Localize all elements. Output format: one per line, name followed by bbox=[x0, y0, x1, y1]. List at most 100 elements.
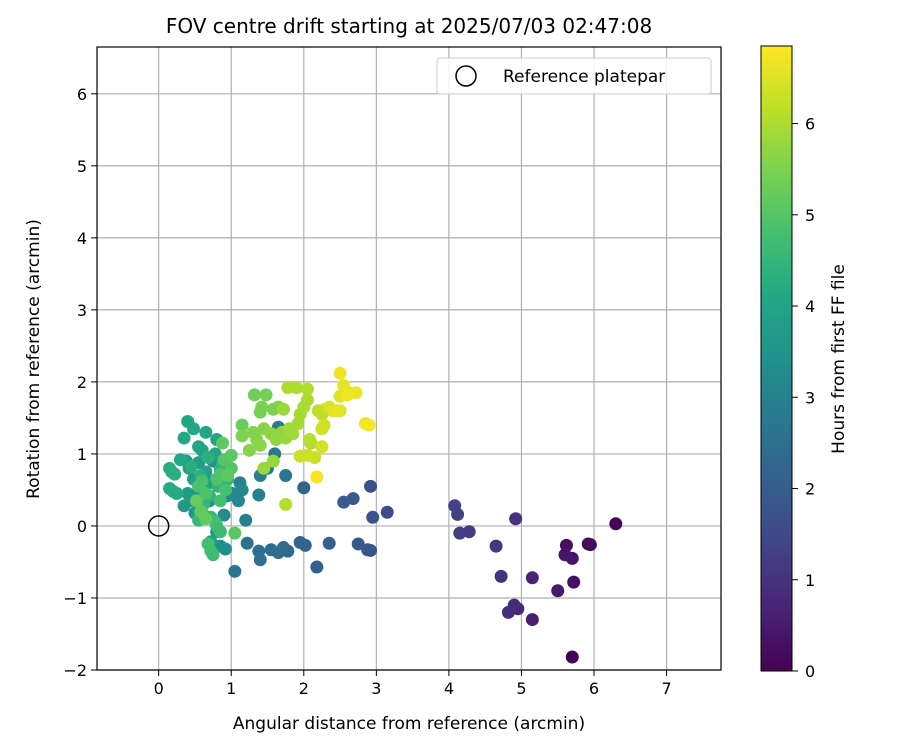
legend-box bbox=[436, 57, 712, 95]
data-point bbox=[201, 451, 215, 465]
data-point bbox=[286, 427, 300, 441]
data-point bbox=[217, 508, 231, 522]
data-point bbox=[177, 431, 191, 445]
x-tick-label: 3 bbox=[371, 679, 381, 698]
y-tick-label: −1 bbox=[63, 589, 87, 608]
x-axis-label: Angular distance from reference (arcmin) bbox=[233, 714, 585, 734]
y-axis-ticks: −2 −1 0 1 2 3 4 5 6 bbox=[63, 85, 97, 680]
data-point bbox=[509, 512, 523, 526]
data-point bbox=[315, 440, 329, 454]
chart-title: FOV centre drift starting at 2025/07/03 … bbox=[166, 14, 652, 38]
data-point bbox=[380, 505, 394, 519]
y-tick-label: 3 bbox=[77, 301, 87, 320]
colorbar-ticks: 0 1 2 3 4 5 6 bbox=[792, 115, 815, 681]
data-point bbox=[565, 650, 579, 664]
data-point bbox=[201, 537, 215, 551]
y-tick-label: 6 bbox=[77, 85, 87, 104]
data-point bbox=[300, 393, 314, 407]
colorbar-tick-label: 5 bbox=[805, 206, 815, 225]
data-point bbox=[279, 497, 293, 511]
data-point bbox=[228, 564, 242, 578]
data-point bbox=[257, 461, 271, 475]
data-point bbox=[322, 536, 336, 550]
data-point bbox=[351, 537, 365, 551]
legend: Reference platepar bbox=[436, 57, 712, 95]
data-point bbox=[168, 467, 182, 481]
data-point bbox=[551, 584, 565, 598]
colorbar-tick-label: 3 bbox=[805, 388, 815, 407]
y-tick-label: 0 bbox=[77, 517, 87, 536]
y-tick-label: 1 bbox=[77, 445, 87, 464]
x-tick-label: 5 bbox=[516, 679, 526, 698]
data-point bbox=[264, 543, 278, 557]
colorbar-tick-label: 0 bbox=[805, 662, 815, 681]
data-point bbox=[235, 429, 249, 443]
x-tick-label: 6 bbox=[589, 679, 599, 698]
data-point bbox=[181, 487, 195, 501]
data-point bbox=[333, 366, 347, 380]
data-point bbox=[213, 494, 227, 508]
data-point bbox=[247, 388, 261, 402]
data-point bbox=[362, 418, 376, 432]
reference-point bbox=[147, 515, 170, 537]
data-point bbox=[184, 460, 198, 474]
data-point bbox=[317, 418, 331, 432]
legend-marker bbox=[455, 65, 477, 87]
data-point bbox=[235, 483, 249, 497]
y-tick-label: −2 bbox=[63, 661, 87, 680]
data-point bbox=[558, 548, 572, 562]
data-point bbox=[253, 553, 267, 567]
data-point bbox=[235, 418, 249, 432]
colorbar-label: Hours from first FF file bbox=[829, 264, 849, 454]
data-point bbox=[567, 575, 581, 589]
data-point bbox=[290, 381, 304, 395]
data-point bbox=[329, 404, 343, 418]
y-axis-label: Rotation from reference (arcmin) bbox=[24, 219, 44, 499]
data-point bbox=[448, 499, 462, 513]
data-point bbox=[583, 538, 597, 552]
data-point bbox=[300, 448, 314, 462]
data-point bbox=[216, 436, 230, 450]
data-point bbox=[366, 510, 380, 524]
data-point bbox=[173, 453, 187, 467]
data-point bbox=[221, 469, 235, 483]
data-point bbox=[199, 487, 213, 501]
data-point bbox=[199, 512, 213, 526]
y-tick-label: 4 bbox=[77, 229, 87, 248]
x-tick-label: 7 bbox=[661, 679, 671, 698]
x-tick-label: 1 bbox=[226, 679, 236, 698]
colorbar-tick-label: 6 bbox=[805, 115, 815, 134]
x-tick-label: 2 bbox=[299, 679, 309, 698]
colorbar-tick-label: 4 bbox=[805, 297, 815, 316]
x-tick-label: 0 bbox=[154, 679, 164, 698]
data-point bbox=[453, 526, 467, 540]
reference-platepar-marker bbox=[147, 515, 170, 537]
x-axis-ticks: 0 1 2 3 4 5 6 7 bbox=[154, 670, 672, 698]
data-point bbox=[181, 415, 195, 429]
data-point bbox=[276, 402, 290, 416]
data-point bbox=[494, 569, 508, 583]
y-tick-label: 5 bbox=[77, 157, 87, 176]
data-point bbox=[266, 454, 280, 468]
data-point bbox=[293, 536, 307, 550]
colorbar-tick-label: 2 bbox=[805, 480, 815, 499]
data-point bbox=[199, 425, 213, 439]
data-point bbox=[259, 388, 273, 402]
data-point bbox=[489, 539, 503, 553]
data-point bbox=[163, 482, 177, 496]
data-point bbox=[310, 560, 324, 574]
data-point bbox=[609, 517, 623, 531]
data-point bbox=[218, 483, 232, 497]
colorbar: 0 1 2 3 4 5 6 Hours from first FF file bbox=[760, 45, 849, 681]
data-point bbox=[192, 440, 206, 454]
y-tick-label: 2 bbox=[77, 373, 87, 392]
data-point bbox=[279, 469, 293, 483]
data-point bbox=[364, 479, 378, 493]
data-point bbox=[501, 605, 515, 619]
x-tick-label: 4 bbox=[444, 679, 454, 698]
data-point bbox=[242, 443, 256, 457]
legend-label: Reference platepar bbox=[503, 67, 665, 87]
grid bbox=[97, 47, 721, 671]
data-point bbox=[337, 495, 351, 509]
data-point bbox=[525, 613, 539, 627]
